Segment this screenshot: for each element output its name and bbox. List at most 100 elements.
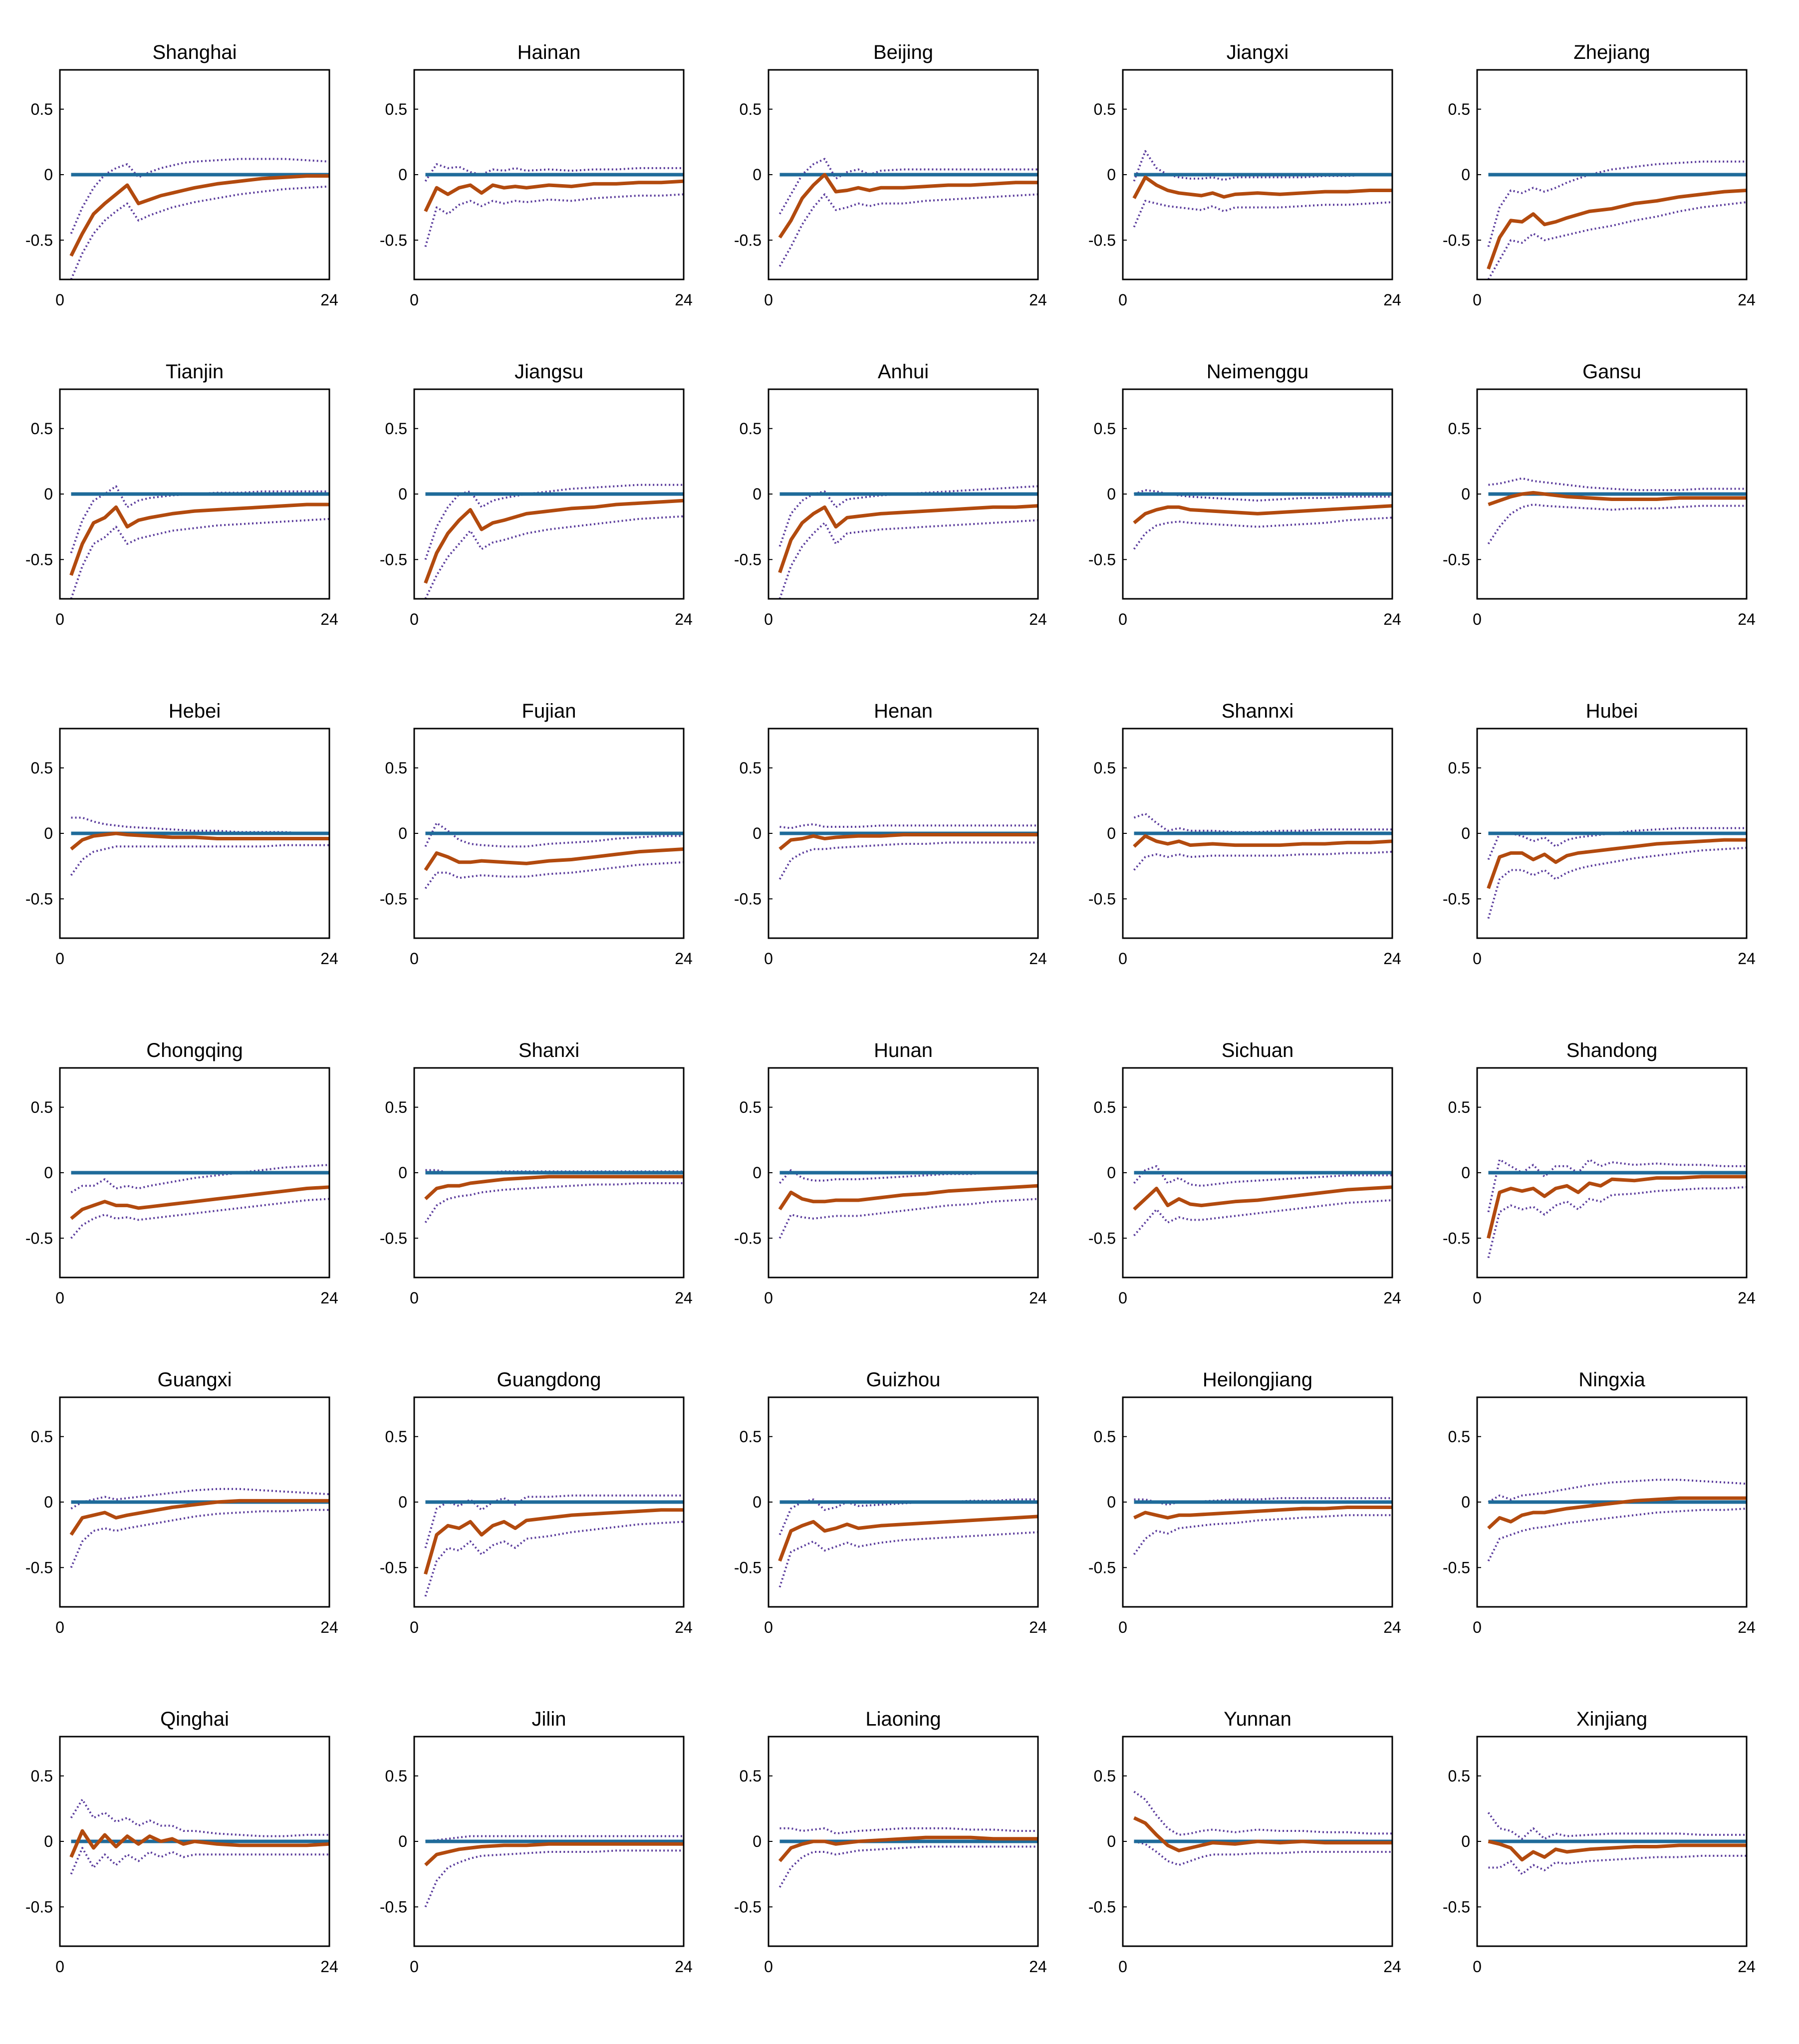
plot-frame (768, 1396, 1039, 1608)
y-tick-label: -0.5 (734, 1898, 762, 1916)
x-tick-label: 0 (55, 610, 64, 628)
panel-title: Jiangxi (1227, 41, 1289, 63)
y-tick-label: 0.5 (1448, 1767, 1470, 1785)
y-tick-label: 0 (44, 485, 53, 503)
series-lower-band (1487, 846, 1747, 919)
x-tick-label: 24 (1029, 1289, 1047, 1307)
series-upper-band (1133, 812, 1392, 833)
y-tick-label: 0 (1461, 1164, 1470, 1182)
panel-ningxia: Ningxia 0.5 0 -0.5 0 24 (1443, 1369, 1756, 1636)
x-tick-label: 0 (1118, 1289, 1127, 1307)
y-tick-label: -0.5 (25, 1558, 53, 1576)
y-tick-label: -0.5 (380, 1229, 407, 1247)
x-tick-label: 0 (1118, 1618, 1127, 1636)
series-lower-band (70, 1847, 329, 1875)
series-upper-band (70, 1164, 330, 1194)
series-upper-band (779, 1827, 1038, 1835)
series-lower-band (778, 519, 1038, 599)
series-response (69, 1829, 330, 1858)
y-tick-label: -0.5 (1088, 890, 1116, 908)
series-response (1133, 1185, 1393, 1211)
plot-frame (1122, 69, 1393, 280)
series-response (1132, 175, 1392, 199)
y-tick-label: 0 (1107, 1832, 1116, 1850)
x-tick-label: 0 (410, 291, 419, 309)
x-tick-label: 24 (1029, 950, 1047, 968)
y-tick-label: -0.5 (1443, 890, 1470, 908)
series-response (778, 173, 1038, 239)
series-response (778, 504, 1038, 573)
y-tick-label: 0.5 (385, 1767, 407, 1785)
y-tick-label: 0.5 (1094, 1428, 1116, 1446)
y-tick-label: -0.5 (1443, 1229, 1470, 1247)
plot-frame (768, 1067, 1039, 1278)
y-tick-label: 0 (44, 1164, 53, 1182)
panel-title: Henan (874, 700, 933, 722)
y-tick-label: 0 (753, 166, 762, 184)
plot-frame (1122, 388, 1393, 600)
x-tick-label: 0 (1118, 950, 1127, 968)
y-tick-label: -0.5 (1443, 231, 1470, 249)
panel-jilin: Jilin 0.5 0 -0.5 0 24 (380, 1708, 693, 1976)
x-tick-label: 0 (764, 1618, 773, 1636)
plot-frame (1476, 1396, 1748, 1608)
plot-frame (1476, 728, 1748, 939)
y-tick-label: -0.5 (25, 1229, 53, 1247)
y-tick-label: 0 (753, 824, 762, 842)
x-tick-label: 0 (1118, 610, 1127, 628)
x-tick-label: 0 (55, 1618, 64, 1636)
series-lower-band (70, 517, 330, 599)
plot-frame (1476, 1736, 1748, 1947)
y-tick-label: 0 (1107, 824, 1116, 842)
panel-hunan: Hunan 0.5 0 -0.5 0 24 (734, 1039, 1047, 1307)
panel-title: Shannxi (1222, 700, 1294, 722)
series-upper-band (1488, 477, 1747, 492)
y-tick-label: -0.5 (1088, 550, 1116, 568)
series-upper-band (1488, 1479, 1747, 1503)
panel-title: Neimenggu (1207, 361, 1309, 383)
panel-hebei: Hebei 0.5 0 -0.5 0 24 (25, 700, 338, 968)
panel-yunnan: Yunnan 0.5 0 -0.5 0 24 (1088, 1708, 1401, 1976)
series-response (70, 1185, 330, 1220)
panel-tianjin: Tianjin 0.5 0 -0.5 0 24 (25, 361, 338, 628)
plot-frame (1122, 1067, 1393, 1278)
y-tick-label: 0.5 (1094, 100, 1116, 118)
plot-frame (59, 1067, 330, 1278)
x-tick-label: 0 (410, 1618, 419, 1636)
series-response (1488, 491, 1747, 507)
panel-shandong: Shandong 0.5 0 -0.5 0 24 (1443, 1039, 1756, 1307)
x-tick-label: 24 (675, 1958, 693, 1976)
x-tick-label: 24 (1383, 950, 1401, 968)
series-response (1487, 838, 1747, 889)
y-tick-label: 0.5 (31, 1767, 53, 1785)
panel-title: Heilongjiang (1203, 1369, 1312, 1391)
series-lower-band (1133, 200, 1393, 228)
series-response (69, 174, 329, 257)
y-tick-label: 0 (1461, 824, 1470, 842)
plot-frame (59, 69, 330, 280)
panel-gansu: Gansu 0.5 0 -0.5 0 24 (1443, 361, 1756, 628)
y-tick-label: 0 (1461, 1493, 1470, 1511)
panel-zhejiang: Zhejiang 0.5 0 -0.5 0 24 (1443, 41, 1756, 309)
series-upper-band (424, 163, 684, 182)
x-tick-label: 24 (1738, 291, 1756, 309)
panel-title: Ningxia (1578, 1369, 1645, 1391)
y-tick-label: 0.5 (1448, 1098, 1470, 1116)
x-tick-label: 24 (320, 291, 338, 309)
plot-frame (59, 388, 330, 600)
x-tick-label: 24 (320, 1289, 338, 1307)
x-tick-label: 24 (1383, 1618, 1401, 1636)
y-tick-label: -0.5 (25, 550, 53, 568)
y-tick-label: 0.5 (1448, 1428, 1470, 1446)
panel-chongqing: Chongqing 0.5 0 -0.5 0 24 (25, 1039, 338, 1307)
series-response (778, 833, 1038, 851)
y-tick-label: 0.5 (31, 1098, 53, 1116)
panel-title: Beijing (873, 41, 933, 63)
series-response (424, 847, 684, 871)
y-tick-label: 0 (44, 166, 53, 184)
series-lower-band (424, 1521, 684, 1597)
panel-title: Jiangsu (514, 361, 583, 383)
y-tick-label: -0.5 (1088, 1898, 1116, 1916)
plot-frame (413, 1396, 685, 1608)
